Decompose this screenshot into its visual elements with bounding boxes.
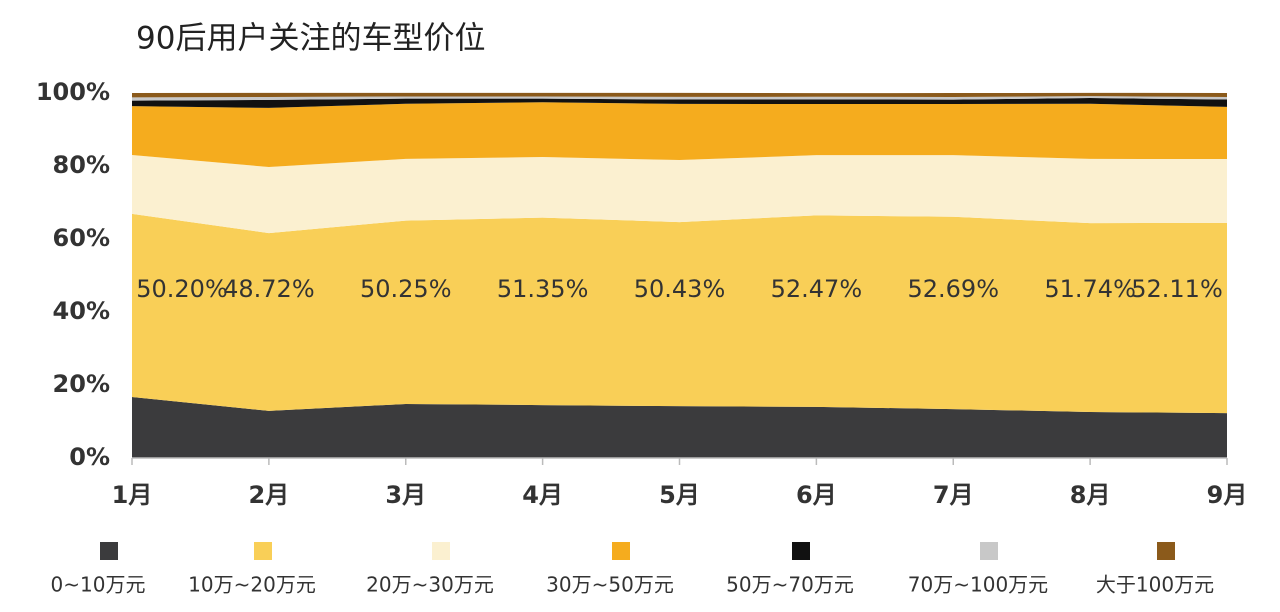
y-tick-label: 20% — [53, 370, 110, 398]
legend-label: 0~10万元 — [51, 573, 146, 597]
x-tick-label: 6月 — [796, 481, 837, 509]
area — [132, 102, 1227, 168]
area — [132, 97, 1227, 108]
area — [132, 92, 1227, 98]
area — [132, 96, 1227, 101]
y-tick-label: 60% — [53, 224, 110, 252]
x-tick-label: 1月 — [112, 481, 153, 509]
legend-label: 30万~50万元 — [546, 573, 674, 597]
value-label: 51.35% — [497, 275, 589, 303]
value-label: 52.69% — [907, 275, 999, 303]
y-tick-label: 40% — [53, 297, 110, 325]
chart-title: 90后用户关注的车型价位 — [136, 21, 485, 57]
x-tick-label: 5月 — [659, 481, 700, 509]
area — [132, 397, 1227, 458]
y-tick-label: 0% — [69, 443, 110, 471]
legend-label: 70万~100万元 — [908, 573, 1048, 597]
legend-swatch — [254, 542, 272, 560]
legend-label: 50万~70万元 — [726, 573, 854, 597]
legend-swatch — [1157, 542, 1175, 560]
x-tick-label: 8月 — [1070, 481, 1111, 509]
area — [132, 155, 1227, 234]
value-label: 50.25% — [360, 275, 452, 303]
legend-swatch — [980, 542, 998, 560]
legend-label: 大于100万元 — [1096, 573, 1214, 597]
value-label: 52.47% — [771, 275, 863, 303]
value-label: 50.43% — [634, 275, 726, 303]
legend-swatch — [792, 542, 810, 560]
legend-label: 20万~30万元 — [366, 573, 494, 597]
value-label: 51.74% — [1044, 275, 1136, 303]
legend-swatch — [432, 542, 450, 560]
x-tick-label: 4月 — [522, 481, 563, 509]
legend-label: 10万~20万元 — [188, 573, 316, 597]
y-tick-label: 100% — [36, 78, 110, 106]
x-tick-label: 2月 — [249, 481, 290, 509]
legend-swatch — [612, 542, 630, 560]
y-tick-label: 80% — [53, 151, 110, 179]
x-tick-label: 9月 — [1207, 481, 1248, 509]
legend-swatch — [100, 542, 118, 560]
x-tick-label: 7月 — [933, 481, 974, 509]
value-label: 50.20% — [136, 275, 228, 303]
area — [132, 213, 1227, 414]
value-label: 52.11% — [1131, 275, 1223, 303]
x-tick-label: 3月 — [385, 481, 426, 509]
value-label: 48.72% — [223, 275, 315, 303]
